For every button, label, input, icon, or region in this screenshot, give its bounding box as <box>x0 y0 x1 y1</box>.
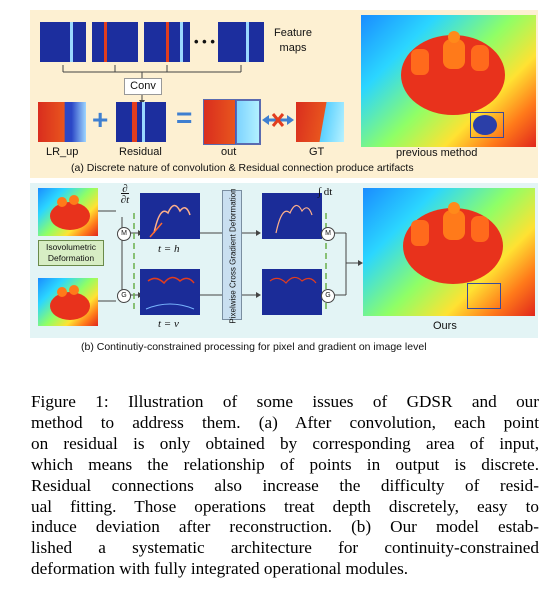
pixelwise-gradient-label: Pixelwise Cross Gradient Deformation <box>228 188 238 324</box>
ours-zoom-box <box>467 283 501 309</box>
lr-up-label: LR_up <box>46 146 79 158</box>
feature-map-2 <box>92 22 138 62</box>
out-label: out <box>221 146 237 158</box>
caption-line-9: deformation with fully integrated operat… <box>31 559 409 579</box>
panel-b-caption: (b) Continutiy-constrained processing fo… <box>81 341 427 353</box>
ellipsis: • • • <box>194 34 215 49</box>
feature-map-4 <box>218 22 264 62</box>
conv-connector <box>62 65 242 105</box>
caption-line-3: on residual is only obtained by correspo… <box>31 433 539 453</box>
v-map-2 <box>262 269 322 315</box>
node-g-bottom-2: G <box>321 289 335 303</box>
h-map-1 <box>140 193 200 239</box>
residual-map <box>116 102 166 142</box>
gt-map <box>296 102 344 142</box>
isovolumetric-deformation-box: Isovolumetric Deformation <box>38 240 104 266</box>
equals-sign: = <box>176 102 193 133</box>
h-map-1-contours <box>149 204 191 238</box>
previous-method-objects <box>401 31 505 135</box>
caption-line-7: induce deviation after reconstruction. (… <box>31 517 539 537</box>
previous-method-label: previous method <box>396 147 478 159</box>
caption-line-1: Figure 1: Illustration of some issues of… <box>31 392 539 411</box>
input-depth-bottom-objects <box>50 285 90 320</box>
pixelwise-gradient-box: Pixelwise Cross Gradient Deformation <box>222 188 242 324</box>
feature-map-3 <box>144 22 190 62</box>
integral-dt-label: ∫ dt <box>318 186 333 198</box>
previous-method-zoom-box <box>470 112 504 138</box>
partial-numerator: ∂ <box>122 183 128 195</box>
v-map-1-contours <box>145 276 195 310</box>
node-g-bottom: G <box>117 289 131 303</box>
t-equals-h-label: t = h <box>158 243 180 255</box>
out-zoom-box <box>236 100 260 144</box>
caption-line-2: method to address them. (a) After convol… <box>31 412 539 432</box>
h-map-2-contours <box>275 204 313 234</box>
lr-up-map <box>38 102 86 142</box>
ours-image-objects <box>403 202 503 284</box>
plus-sign: + <box>92 104 109 135</box>
caption-line-8: lished a systematic architecture for con… <box>31 538 539 558</box>
mismatch-arrow-icon <box>262 113 294 127</box>
caption-line-4: which means the relationship of points i… <box>31 454 539 474</box>
partial-derivative-label: ∂ ∂t <box>117 184 133 206</box>
panel-a-caption: (a) Discrete nature of convolution & Res… <box>71 162 414 174</box>
v-map-2-contours <box>269 276 317 284</box>
ours-label: Ours <box>433 320 457 332</box>
caption-line-6: ual fitting. Those operations treat dept… <box>31 496 539 516</box>
gt-label: GT <box>309 146 325 158</box>
t-equals-v-label: t = v <box>158 318 179 330</box>
h-map-2 <box>262 193 322 239</box>
feature-maps-label: Feature maps <box>274 27 312 54</box>
node-m-top-2: M <box>321 227 335 241</box>
feature-map-1 <box>40 22 86 62</box>
input-depth-top-objects <box>50 195 90 230</box>
partial-denominator: ∂t <box>120 193 130 206</box>
caption-line-5: Residual connections also increase the d… <box>31 475 539 495</box>
figure-caption: Figure 1: Illustration of some issues of… <box>31 392 539 580</box>
residual-label: Residual <box>119 146 162 158</box>
conv-box: Conv <box>124 78 162 95</box>
node-m-top: M <box>117 227 131 241</box>
